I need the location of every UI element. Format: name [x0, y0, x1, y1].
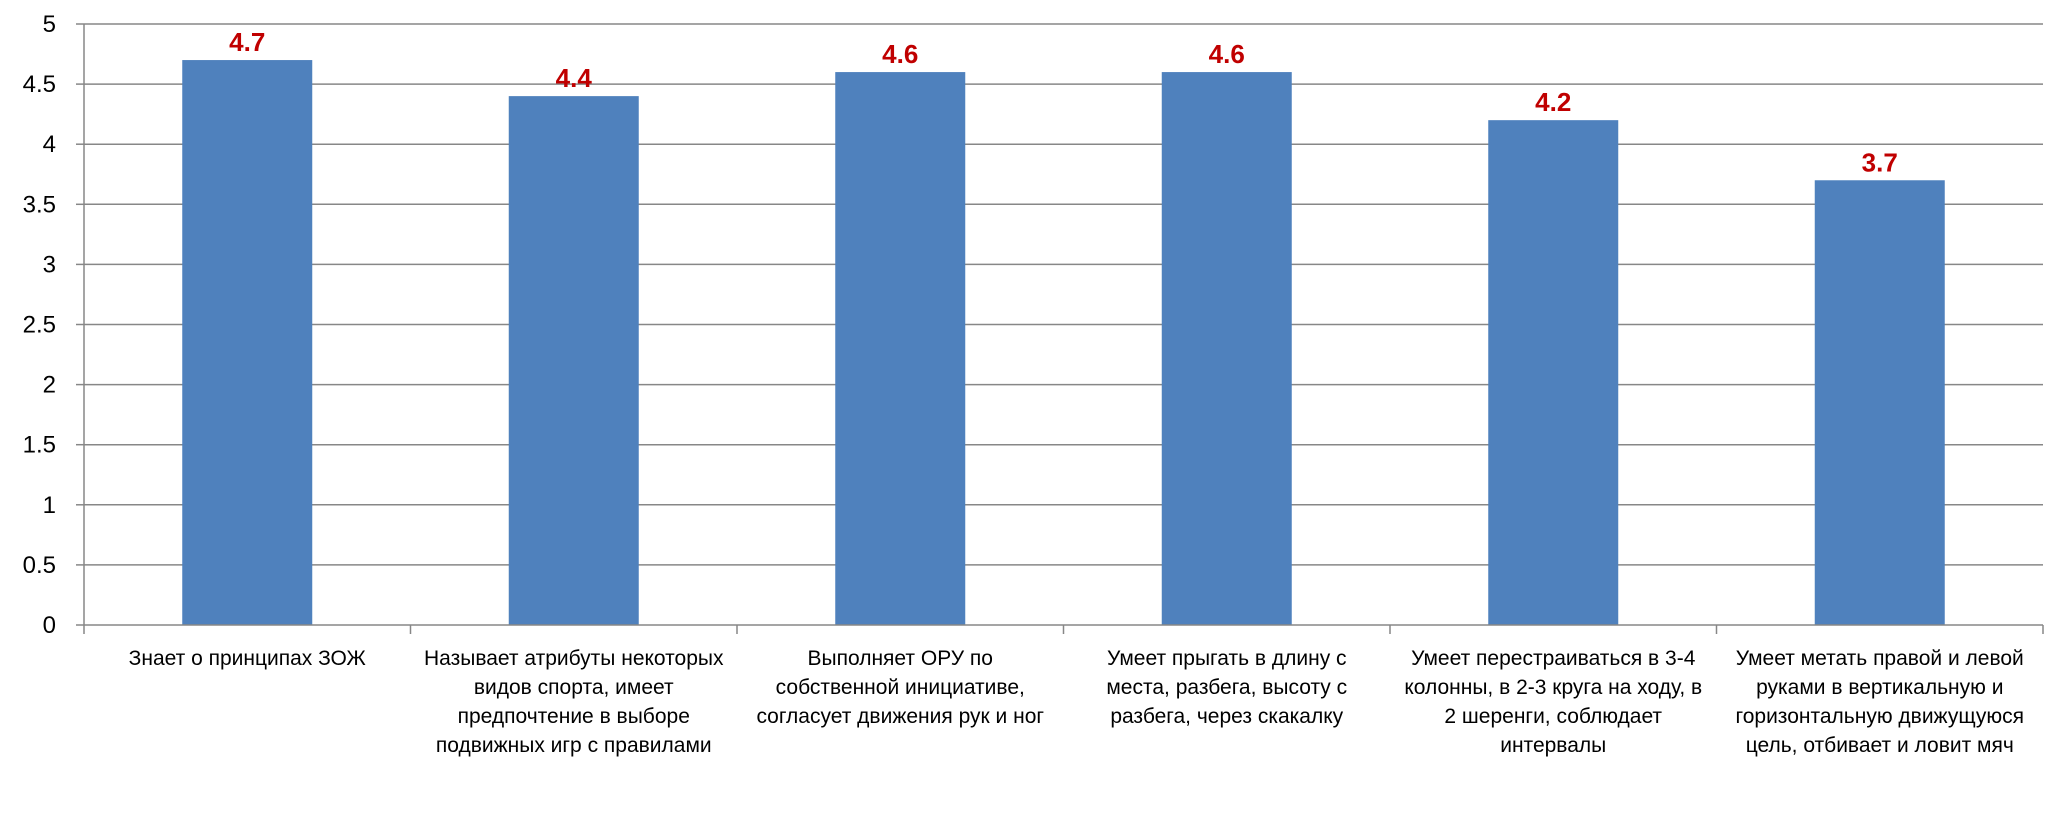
y-tick-label: 4 — [43, 131, 56, 158]
data-label: 4.6 — [1209, 39, 1245, 69]
y-tick-label: 0.5 — [23, 552, 56, 579]
bar — [835, 72, 966, 625]
bars — [182, 60, 1945, 626]
data-label: 4.4 — [556, 63, 593, 93]
bar — [508, 96, 639, 626]
bar — [1814, 180, 1945, 625]
y-tick-label: 3.5 — [23, 191, 56, 218]
data-labels: 4.7 4.4 4.6 4.6 4.2 3.7 — [229, 27, 1898, 177]
bar — [1488, 120, 1619, 625]
y-tick-label: 2 — [43, 372, 56, 399]
x-category-label: Выполняет ОРУ по собственной инициативе,… — [756, 647, 1045, 728]
data-label: 4.2 — [1535, 87, 1571, 117]
bar — [182, 60, 313, 626]
y-tick-label: 3 — [43, 251, 56, 278]
x-category-label: Умеет перестраиваться в 3-4 колонны, в 2… — [1404, 647, 1703, 757]
x-category-label: Умеет метать правой и левой руками в вер… — [1735, 647, 2024, 757]
axes — [83, 24, 2044, 634]
x-category-label: Называет атрибуты некоторых видов спорта… — [424, 647, 724, 757]
y-tick-label: 2.5 — [23, 312, 56, 339]
x-category-label: Знает о принципах ЗОЖ — [128, 647, 366, 670]
y-axis-ticks: 0 0.5 1 1.5 2 2.5 3 3.5 4 4.5 5 — [23, 11, 84, 639]
bar — [1161, 72, 1292, 625]
data-label: 4.7 — [229, 27, 265, 57]
data-label: 3.7 — [1862, 147, 1898, 177]
y-tick-label: 0 — [43, 612, 56, 639]
y-tick-label: 1 — [43, 492, 56, 519]
y-tick-label: 5 — [43, 11, 56, 38]
y-tick-label: 1.5 — [23, 432, 56, 459]
gridlines — [84, 23, 2043, 566]
data-label: 4.6 — [882, 39, 918, 69]
y-tick-label: 4.5 — [23, 71, 56, 98]
x-category-label: Умеет прыгать в длину с места, разбега, … — [1106, 647, 1348, 728]
